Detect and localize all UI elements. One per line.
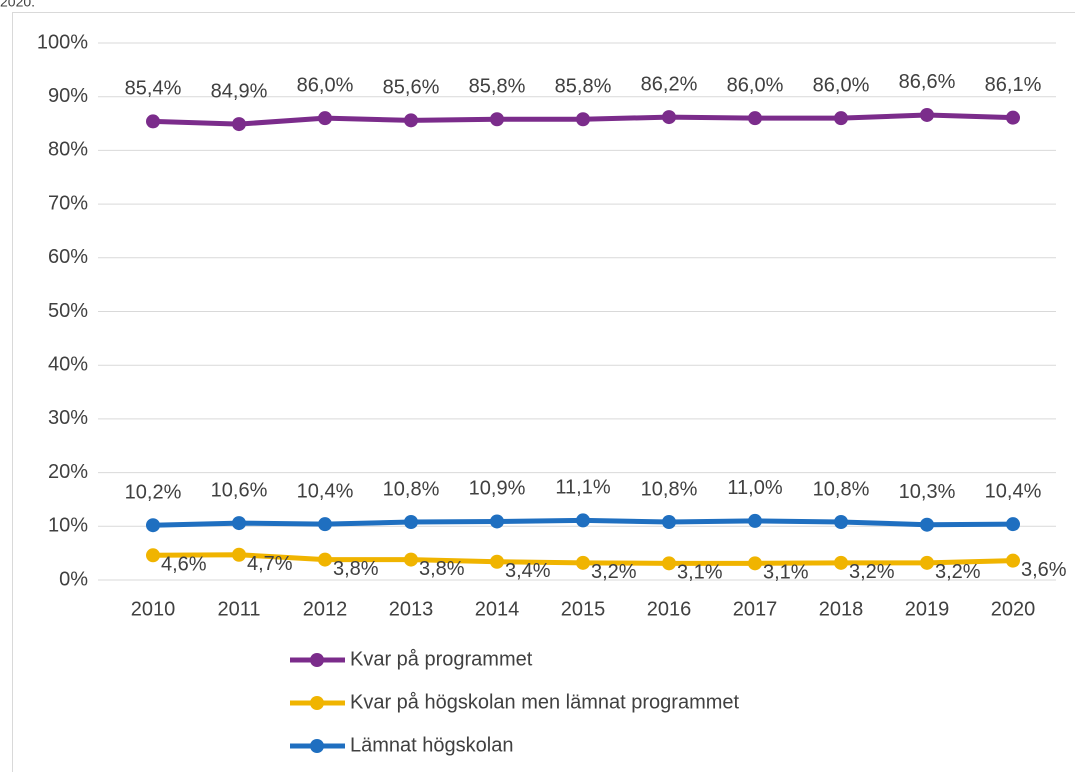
point bbox=[748, 111, 762, 126]
legend-marker bbox=[310, 739, 324, 753]
data-label: 85,6% bbox=[383, 77, 440, 99]
data-label: 86,0% bbox=[727, 74, 784, 96]
data-label: 3,6% bbox=[1021, 559, 1067, 581]
point bbox=[576, 112, 590, 127]
y-tick-label: 20% bbox=[48, 461, 88, 483]
data-label: 10,8% bbox=[813, 478, 870, 500]
point bbox=[748, 556, 762, 571]
point bbox=[662, 515, 676, 530]
point bbox=[318, 552, 332, 567]
point bbox=[662, 110, 676, 125]
data-label: 85,8% bbox=[469, 76, 526, 98]
point bbox=[490, 554, 504, 569]
point bbox=[404, 515, 418, 530]
y-tick-label: 70% bbox=[48, 192, 88, 214]
data-label: 3,8% bbox=[333, 558, 379, 580]
data-label: 11,1% bbox=[555, 477, 610, 499]
point bbox=[404, 113, 418, 128]
data-label: 10,8% bbox=[383, 478, 440, 500]
point bbox=[920, 107, 934, 122]
point bbox=[1006, 110, 1020, 125]
y-tick-label: 60% bbox=[48, 246, 88, 268]
data-label: 10,2% bbox=[125, 482, 182, 504]
y-tick-label: 50% bbox=[48, 300, 88, 322]
chart-title: 2020. bbox=[0, 0, 35, 10]
y-tick-label: 30% bbox=[48, 407, 88, 429]
data-label: 86,0% bbox=[813, 74, 870, 96]
x-tick-label: 2015 bbox=[561, 598, 606, 620]
point bbox=[146, 548, 160, 563]
point bbox=[232, 547, 246, 562]
point bbox=[232, 117, 246, 132]
data-label: 85,4% bbox=[125, 78, 182, 100]
x-tick-label: 2014 bbox=[475, 598, 520, 620]
point bbox=[490, 514, 504, 529]
point bbox=[662, 556, 676, 571]
x-tick-label: 2010 bbox=[131, 598, 176, 620]
point bbox=[576, 555, 590, 570]
point bbox=[576, 513, 590, 528]
data-label: 85,8% bbox=[555, 76, 612, 98]
point bbox=[1006, 517, 1020, 532]
data-label: 11,0% bbox=[727, 477, 782, 499]
data-label: 86,1% bbox=[985, 74, 1042, 96]
data-label: 10,4% bbox=[297, 480, 354, 502]
x-tick-label: 2011 bbox=[217, 598, 260, 620]
y-tick-label: 40% bbox=[48, 353, 88, 375]
point bbox=[318, 517, 332, 532]
y-tick-label: 0% bbox=[59, 568, 88, 590]
x-tick-label: 2013 bbox=[389, 598, 434, 620]
legend-label: Lämnat högskolan bbox=[350, 734, 513, 756]
y-tick-label: 90% bbox=[48, 85, 88, 107]
data-label: 3,2% bbox=[849, 561, 895, 583]
data-label: 86,0% bbox=[297, 74, 354, 96]
y-tick-label: 10% bbox=[48, 515, 88, 537]
point bbox=[146, 114, 160, 129]
point bbox=[490, 112, 504, 127]
data-label: 4,6% bbox=[161, 554, 207, 576]
data-label: 3,2% bbox=[935, 561, 981, 583]
point bbox=[920, 555, 934, 570]
point bbox=[748, 513, 762, 528]
x-tick-label: 2020 bbox=[991, 598, 1036, 620]
x-tick-label: 2017 bbox=[733, 598, 778, 620]
legend-label: Kvar på programmet bbox=[350, 648, 533, 670]
point bbox=[404, 552, 418, 567]
point bbox=[146, 518, 160, 533]
legend-label: Kvar på högskolan men lämnat programmet bbox=[350, 691, 740, 713]
point bbox=[1006, 553, 1020, 568]
data-label: 3,8% bbox=[419, 558, 465, 580]
x-tick-label: 2016 bbox=[647, 598, 692, 620]
data-label: 86,2% bbox=[641, 73, 698, 95]
data-label: 10,3% bbox=[899, 481, 956, 503]
data-label: 10,9% bbox=[469, 478, 526, 500]
point bbox=[318, 111, 332, 126]
data-label: 3,1% bbox=[763, 562, 809, 584]
x-tick-label: 2019 bbox=[905, 598, 950, 620]
data-label: 84,9% bbox=[211, 80, 268, 102]
data-label: 3,4% bbox=[505, 560, 551, 582]
data-label: 86,6% bbox=[899, 71, 956, 93]
legend-marker bbox=[310, 653, 324, 667]
data-label: 3,1% bbox=[677, 562, 723, 584]
point bbox=[232, 516, 246, 531]
x-tick-label: 2012 bbox=[303, 598, 348, 620]
x-tick-label: 2018 bbox=[819, 598, 864, 620]
legend-marker bbox=[310, 696, 324, 710]
chart-border bbox=[12, 12, 1075, 772]
data-label: 10,8% bbox=[641, 478, 698, 500]
point bbox=[834, 555, 848, 570]
data-label: 3,2% bbox=[591, 561, 637, 583]
y-tick-label: 80% bbox=[48, 139, 88, 161]
point bbox=[920, 517, 934, 532]
data-label: 4,7% bbox=[247, 553, 293, 575]
y-tick-label: 100% bbox=[37, 31, 88, 53]
point bbox=[834, 111, 848, 126]
data-label: 10,6% bbox=[211, 479, 268, 501]
point bbox=[834, 515, 848, 530]
data-label: 10,4% bbox=[985, 480, 1042, 502]
